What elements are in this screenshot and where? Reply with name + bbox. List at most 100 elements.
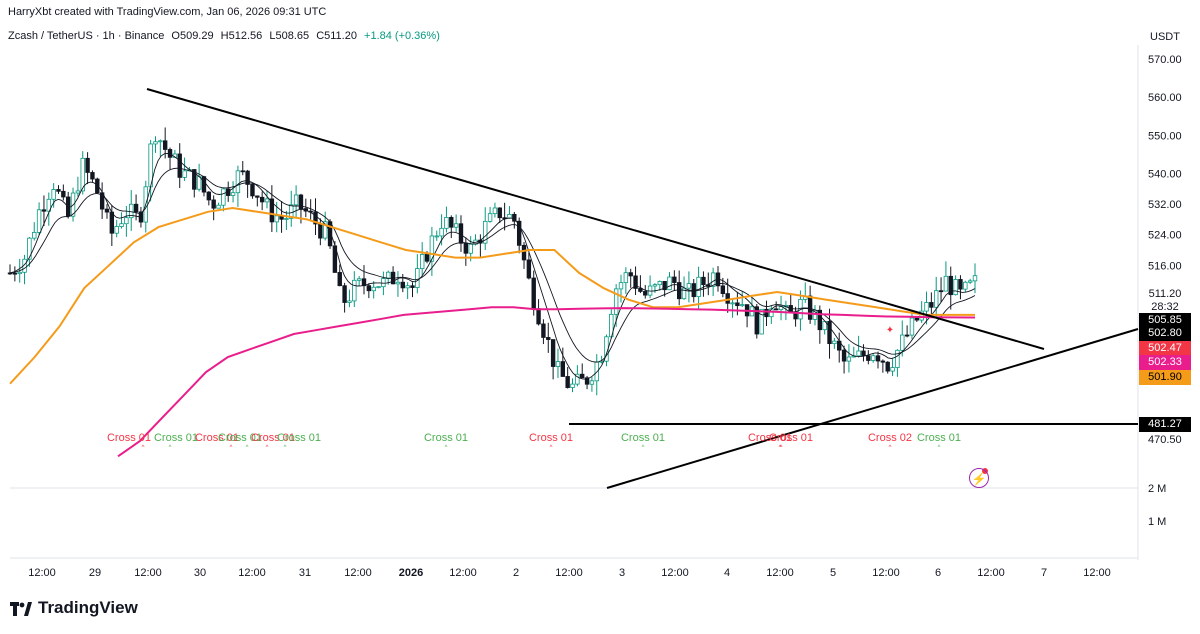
candle-body <box>817 309 823 331</box>
candle-body <box>497 207 502 219</box>
ascending-trendline <box>606 328 1139 489</box>
symbol-info-line: Zcash / TetherUS · 1h · Binance O509.29 … <box>8 30 440 42</box>
candle-body <box>880 360 886 363</box>
cross-marker: ^ <box>779 445 782 451</box>
candle-body <box>7 272 13 275</box>
candle-body <box>366 285 372 292</box>
candle-body <box>95 178 100 194</box>
candle-body <box>904 334 910 337</box>
volume-tick-label: 2 M <box>1148 483 1166 495</box>
candle-body <box>109 211 115 234</box>
candle-body <box>487 213 493 222</box>
candle-body <box>158 140 163 143</box>
candle-body <box>449 216 454 228</box>
candle-body <box>439 227 444 237</box>
candle-body <box>182 170 187 178</box>
candle-body <box>652 284 658 287</box>
candle-body <box>900 334 905 351</box>
candle-body <box>133 203 139 213</box>
x-tick-label: 3 <box>619 567 625 579</box>
candle-body <box>434 235 439 238</box>
candle-body <box>381 278 386 288</box>
candle-body <box>424 253 430 262</box>
volume-tick-label: 1 M <box>1148 516 1166 528</box>
cross-label: Cross 01 <box>529 432 573 444</box>
candle-body <box>230 192 236 196</box>
cross-marker: ^ <box>642 445 645 451</box>
cross-label: Cross 01 <box>748 432 792 444</box>
candle-body <box>895 349 900 368</box>
candle-body <box>206 191 212 201</box>
x-tick-label: 30 <box>194 567 206 579</box>
cross-label: Cross 01 <box>769 432 813 444</box>
candle-body <box>119 223 124 227</box>
x-tick-label: 12:00 <box>872 567 900 579</box>
candle-body <box>41 209 47 212</box>
x-tick-label: 12:00 <box>1083 567 1111 579</box>
cross-marker: ^ <box>142 445 145 451</box>
x-tick-label: 6 <box>935 567 941 579</box>
candle-body <box>773 308 779 311</box>
candle-body <box>429 235 435 262</box>
candle-body <box>318 223 323 239</box>
candle-body <box>948 275 953 296</box>
candle-body <box>245 170 250 185</box>
candle-body <box>167 149 173 158</box>
cross-label: Cross 01 <box>621 432 665 444</box>
candle-body <box>371 286 376 292</box>
cross-label: Cross 01 <box>277 432 321 444</box>
candle-body <box>710 272 716 287</box>
candle-body <box>453 223 459 228</box>
candle-body <box>759 308 764 335</box>
lightning-icon[interactable]: ⚡ <box>969 468 989 488</box>
cross-label: Cross 02 <box>868 432 912 444</box>
y-tick-label: 570.00 <box>1148 54 1182 66</box>
candle-body <box>27 237 32 260</box>
candle-body <box>550 339 556 367</box>
candle-body <box>725 293 730 304</box>
candle-body <box>347 300 352 303</box>
currency-label[interactable]: USDT <box>1150 31 1180 43</box>
x-tick-label: 12:00 <box>766 567 794 579</box>
candle-body <box>192 169 197 190</box>
candle-body <box>589 380 595 385</box>
candle-body <box>61 190 66 198</box>
candle-body <box>284 218 289 220</box>
candle-body <box>177 153 182 178</box>
price-tag: 481.27 <box>1139 417 1191 432</box>
candle-body <box>405 285 410 289</box>
close-label: C <box>316 30 325 42</box>
candle-body <box>546 337 551 340</box>
cross-label: Cross 01 <box>424 432 468 444</box>
chart-credit: HarryXbt created with TradingView.com, J… <box>8 6 327 18</box>
candle-body <box>570 383 575 388</box>
candle-body <box>958 279 963 290</box>
cross-label: Cross 01 <box>251 432 295 444</box>
candle-body <box>613 288 619 315</box>
symbol-name[interactable]: Zcash / TetherUS · 1h · Binance <box>8 30 165 42</box>
candle-body <box>269 198 275 223</box>
x-tick-label: 2 <box>513 567 519 579</box>
candle-body <box>458 223 464 244</box>
candle-body <box>909 317 915 336</box>
candle-body <box>521 244 527 261</box>
candle-body <box>701 276 706 286</box>
candle-body <box>929 302 934 308</box>
candle-body <box>560 361 566 377</box>
cross-marker: ^ <box>780 445 783 451</box>
candle-body <box>866 355 871 361</box>
y-tick-label: 524.00 <box>1148 230 1182 242</box>
descending-trendline <box>146 88 1045 350</box>
x-tick-label: 12:00 <box>28 567 56 579</box>
x-tick-label: 12:00 <box>344 567 372 579</box>
candle-body <box>415 268 420 288</box>
candle-body <box>662 281 667 291</box>
candle-body <box>943 275 949 292</box>
candle-body <box>832 340 837 345</box>
candle-body <box>51 189 56 200</box>
x-tick-label: 2026 <box>399 567 423 579</box>
candle-body <box>870 355 876 361</box>
candle-body <box>250 184 255 197</box>
candle-body <box>536 308 541 325</box>
